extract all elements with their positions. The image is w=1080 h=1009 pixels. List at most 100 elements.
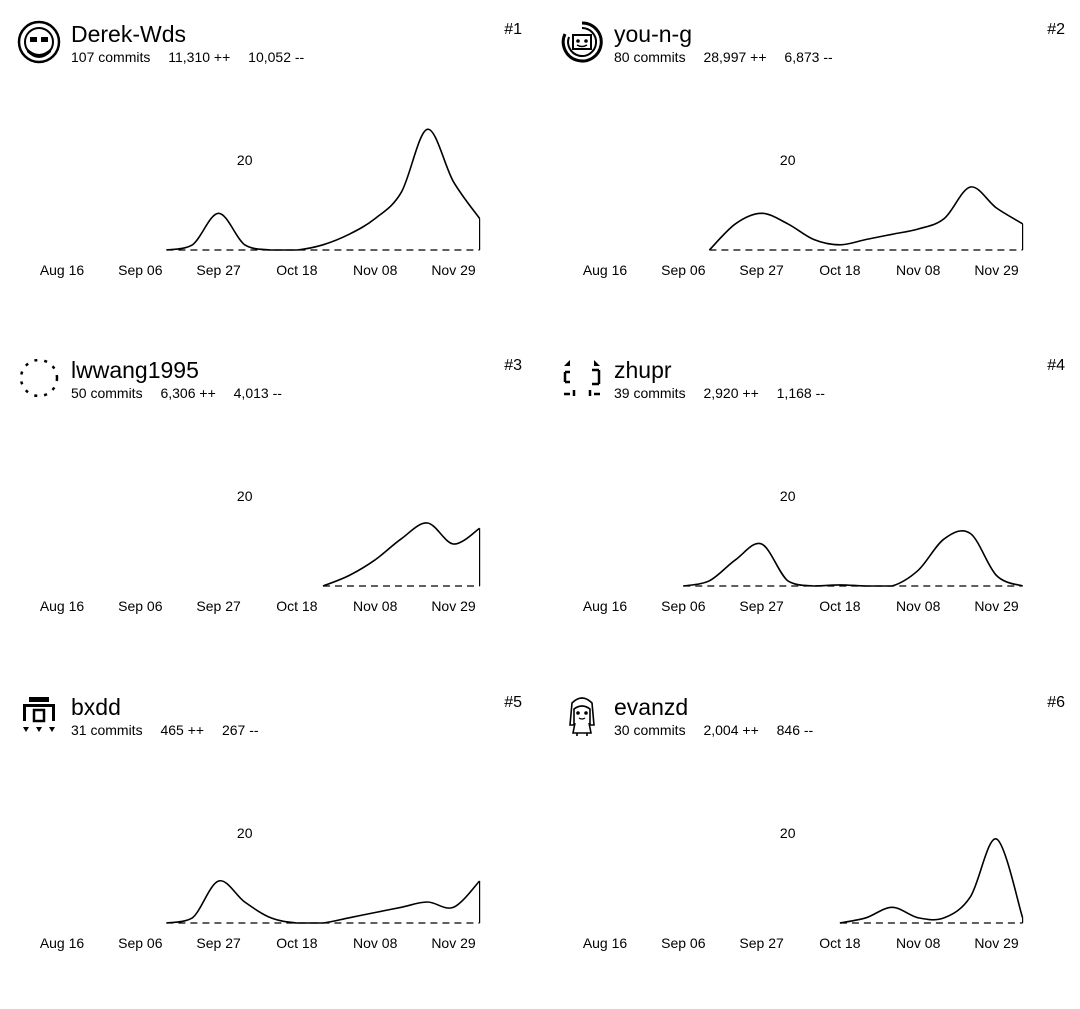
x-tick-label: Nov 08 bbox=[353, 935, 398, 951]
dotted-circle-avatar-icon[interactable] bbox=[17, 356, 61, 400]
commit-count[interactable]: 80 commits bbox=[614, 49, 686, 65]
x-tick-label: Aug 16 bbox=[40, 935, 85, 951]
x-tick-label: Sep 27 bbox=[196, 598, 241, 614]
deletions-count: 4,013 -- bbox=[233, 385, 282, 401]
contribution-chart: 20 Aug 16 Sep 06 Sep 27 Oct 18 Nov 08 Nov 29 bbox=[583, 152, 1024, 278]
contributor-stats: 30 commits 2,004 ++ 846 -- bbox=[614, 721, 827, 739]
deletions-count: 6,873 -- bbox=[784, 49, 833, 65]
contributor-stats: 107 commits 11,310 ++ 10,052 -- bbox=[71, 48, 318, 66]
x-tick-label: Nov 08 bbox=[896, 598, 941, 614]
x-tick-label: Sep 06 bbox=[661, 262, 706, 278]
x-tick-label: Oct 18 bbox=[276, 598, 317, 614]
contributor-stats: 39 commits 2,920 ++ 1,168 -- bbox=[614, 384, 839, 402]
x-tick-label: Nov 29 bbox=[431, 598, 476, 614]
x-tick-label: Aug 16 bbox=[40, 598, 85, 614]
y-tick-label: 20 bbox=[237, 152, 253, 168]
commit-count[interactable]: 39 commits bbox=[614, 385, 686, 401]
contributor-card: zhupr 39 commits 2,920 ++ 1,168 -- #4 20… bbox=[560, 336, 1065, 656]
x-tick-label: Nov 29 bbox=[974, 262, 1019, 278]
additions-count: 2,004 ++ bbox=[703, 722, 759, 738]
contributor-login[interactable]: zhupr bbox=[614, 357, 672, 383]
x-tick-label: Nov 29 bbox=[974, 598, 1019, 614]
x-tick-label: Sep 27 bbox=[196, 935, 241, 951]
y-tick-label: 20 bbox=[780, 488, 796, 504]
y-tick-label: 20 bbox=[780, 825, 796, 841]
rank-label: #4 bbox=[1047, 357, 1065, 374]
x-tick-label: Oct 18 bbox=[819, 935, 860, 951]
additions-count: 28,997 ++ bbox=[703, 49, 767, 65]
contribution-chart: 20 Aug 16 Sep 06 Sep 27 Oct 18 Nov 08 Nov 29 bbox=[583, 488, 1023, 614]
rank-label: #6 bbox=[1047, 694, 1065, 711]
rank-label: #5 bbox=[504, 694, 522, 711]
series-line bbox=[166, 880, 481, 924]
commit-count[interactable]: 31 commits bbox=[71, 722, 143, 738]
x-tick-label: Aug 16 bbox=[583, 598, 628, 614]
contributor-login[interactable]: bxdd bbox=[71, 694, 121, 720]
x-tick-label: Nov 08 bbox=[353, 262, 398, 278]
y-tick-label: 20 bbox=[237, 825, 253, 841]
series-line bbox=[839, 838, 1024, 924]
x-tick-label: Nov 08 bbox=[896, 262, 941, 278]
deletions-count: 846 -- bbox=[776, 722, 814, 738]
contributor-login[interactable]: evanzd bbox=[614, 694, 689, 720]
additions-count: 465 ++ bbox=[160, 722, 205, 738]
contribution-chart: 20 Aug 16 Sep 06 Sep 27 Oct 18 Nov 08 Nov 29 bbox=[583, 825, 1024, 951]
rank-label: #2 bbox=[1047, 21, 1065, 38]
contributor-login[interactable]: you-n-g bbox=[614, 21, 692, 47]
deletions-count: 1,168 -- bbox=[776, 385, 825, 401]
contributor-card: Derek-Wds 107 commits 11,310 ++ 10,052 -… bbox=[17, 0, 522, 320]
x-tick-label: Sep 06 bbox=[118, 935, 163, 951]
deletions-count: 267 -- bbox=[221, 722, 259, 738]
x-tick-label: Nov 08 bbox=[896, 935, 941, 951]
commit-count[interactable]: 107 commits bbox=[71, 49, 151, 65]
x-tick-label: Sep 27 bbox=[739, 935, 784, 951]
bearded-face-avatar-icon[interactable] bbox=[17, 20, 61, 64]
y-tick-label: 20 bbox=[237, 488, 253, 504]
contributor-stats: 50 commits 6,306 ++ 4,013 -- bbox=[71, 384, 296, 402]
x-tick-label: Sep 27 bbox=[739, 598, 784, 614]
pixel-building-avatar-icon[interactable] bbox=[17, 693, 61, 737]
x-tick-label: Sep 27 bbox=[739, 262, 784, 278]
contributor-login[interactable]: lwwang1995 bbox=[71, 357, 199, 383]
contributor-login[interactable]: Derek-Wds bbox=[71, 21, 187, 47]
x-tick-label: Aug 16 bbox=[583, 935, 628, 951]
contribution-chart: 20 Aug 16 Sep 06 Sep 27 Oct 18 Nov 08 Nov 29 bbox=[40, 128, 481, 278]
x-tick-label: Aug 16 bbox=[583, 262, 628, 278]
contribution-chart: 20 Aug 16 Sep 06 Sep 27 Oct 18 Nov 08 Nov 29 bbox=[40, 825, 481, 951]
series-line bbox=[322, 522, 481, 587]
contributor-card: evanzd 30 commits 2,004 ++ 846 -- #6 20 A… bbox=[560, 673, 1065, 993]
contributor-card: you-n-g 80 commits 28,997 ++ 6,873 -- #2… bbox=[560, 0, 1065, 320]
x-tick-label: Nov 29 bbox=[974, 935, 1019, 951]
contributor-card: lwwang1995 50 commits 6,306 ++ 4,013 -- … bbox=[17, 336, 522, 656]
x-tick-label: Aug 16 bbox=[40, 262, 85, 278]
spiral-face-avatar-icon[interactable] bbox=[560, 20, 604, 64]
x-tick-label: Sep 06 bbox=[118, 262, 163, 278]
y-tick-label: 20 bbox=[780, 152, 796, 168]
additions-count: 2,920 ++ bbox=[703, 385, 759, 401]
contributor-card: bxdd 31 commits 465 ++ 267 -- #5 20 Aug 1… bbox=[17, 673, 522, 993]
contribution-chart: 20 Aug 16 Sep 06 Sep 27 Oct 18 Nov 08 Nov 29 bbox=[40, 488, 481, 614]
commit-count[interactable]: 30 commits bbox=[614, 722, 686, 738]
series-line bbox=[683, 530, 1023, 587]
x-tick-label: Oct 18 bbox=[276, 935, 317, 951]
additions-count: 11,310 ++ bbox=[168, 49, 231, 65]
x-tick-label: Sep 27 bbox=[196, 262, 241, 278]
corner-brackets-avatar-icon[interactable] bbox=[560, 356, 604, 400]
additions-count: 6,306 ++ bbox=[160, 385, 216, 401]
commit-count[interactable]: 50 commits bbox=[71, 385, 143, 401]
x-tick-label: Oct 18 bbox=[819, 262, 860, 278]
series-line bbox=[708, 186, 1024, 251]
x-tick-label: Oct 18 bbox=[276, 262, 317, 278]
x-tick-label: Sep 06 bbox=[661, 598, 706, 614]
x-tick-label: Oct 18 bbox=[819, 598, 860, 614]
contributor-stats: 80 commits 28,997 ++ 6,873 -- bbox=[614, 48, 847, 66]
series-line bbox=[166, 128, 481, 251]
deletions-count: 10,052 -- bbox=[248, 49, 305, 65]
anime-girl-avatar-icon[interactable] bbox=[560, 693, 604, 737]
rank-label: #3 bbox=[504, 357, 522, 374]
x-tick-label: Nov 29 bbox=[431, 935, 476, 951]
x-tick-label: Sep 06 bbox=[661, 935, 706, 951]
x-tick-label: Nov 29 bbox=[431, 262, 476, 278]
x-tick-label: Sep 06 bbox=[118, 598, 163, 614]
contributor-stats: 31 commits 465 ++ 267 -- bbox=[71, 721, 273, 739]
